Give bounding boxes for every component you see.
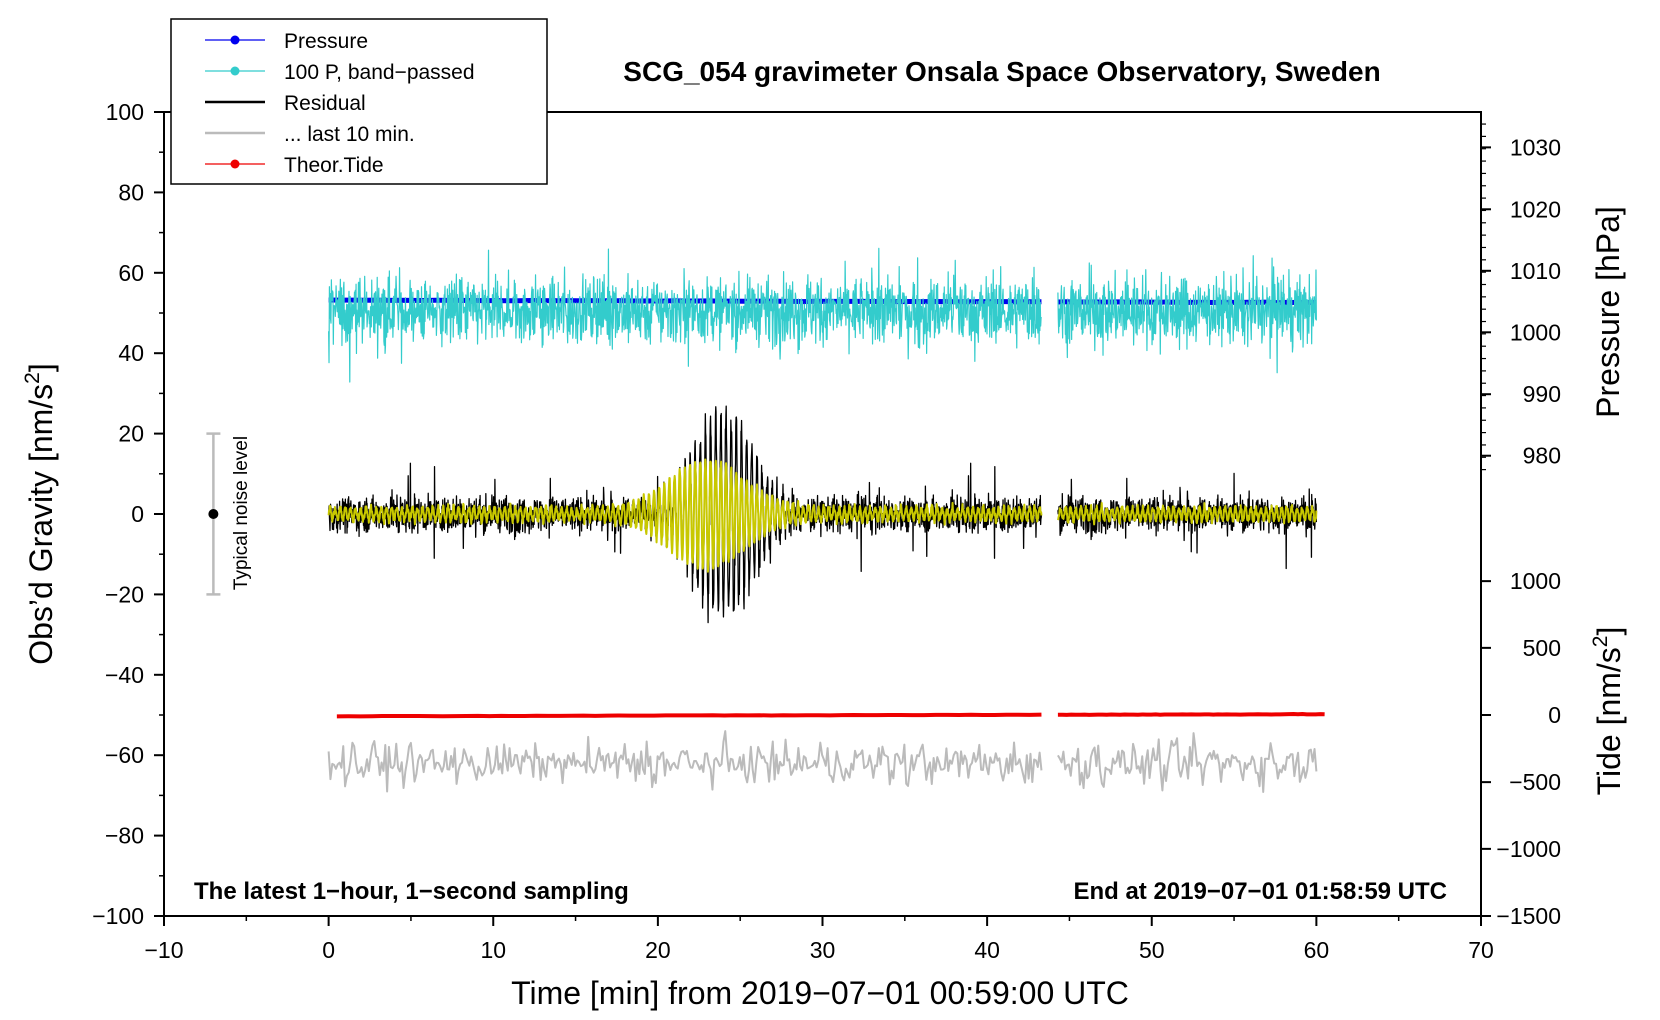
y-tick-label-left: 40 [118,340,144,366]
y-tick-label-tide: −1500 [1496,903,1561,929]
chart-title: SCG_054 gravimeter Onsala Space Observat… [623,56,1380,87]
y-tick-label-left: 0 [131,501,144,527]
legend-marker [230,66,240,76]
series-line [327,458,1043,573]
y-tick-label-pressure: 1010 [1510,258,1561,284]
y-tick-label-pressure: 980 [1523,443,1561,469]
legend-label: Pressure [284,30,368,53]
x-tick-label: 70 [1468,937,1494,963]
note-right: End at 2019−07−01 01:58:59 UTC [1073,878,1447,905]
x-tick-label: 0 [322,937,335,963]
y-tick-label-left: −80 [105,823,144,849]
y-tick-label-pressure: 990 [1523,381,1561,407]
axes-layer: −10 0 10 20 30 40 50 60 70100806040200−20−40−60−… [92,99,1561,963]
y-tick-label-left: 80 [118,179,144,205]
y-tick-label-left: 60 [118,260,144,286]
y-tick-label-left: −40 [105,662,144,688]
series-theor-tide [336,711,1325,719]
legend-label: Residual [284,92,366,115]
note-left: The latest 1−hour, 1−second sampling [194,878,629,905]
y-tick-label-left: 20 [118,421,144,447]
y-tick-label-left: −20 [105,581,144,607]
y-tick-label-tide: 1000 [1510,568,1561,594]
text-layer: SCG_054 gravimeter Onsala Space Observat… [21,56,1627,1011]
legend-label: 100 P, band−passed [284,61,475,84]
legend-label: ... last 10 min. [284,123,415,146]
y-tick-label-left: −100 [92,903,144,929]
series-line [336,712,1042,719]
y-tick-label-left: −60 [105,742,144,768]
y-tick-label-left: 100 [106,99,144,125]
series-line [328,247,1043,383]
legend-marker [230,35,240,45]
series-line [327,405,1043,624]
series-100-p-band-passed [328,247,1317,383]
series-line [1056,501,1318,526]
series-filtered-residual [327,458,1318,573]
y-tick-label-tide: 500 [1523,635,1561,661]
y-axis-title-left: Obs’d Gravity [nm/s2] [21,363,59,665]
series-line [1057,255,1317,374]
legend: Pressure 100 P, band−passed Residual ... la… [170,18,548,185]
x-tick-label: 50 [1139,937,1165,963]
y-tick-label-pressure: 1030 [1510,134,1561,160]
y-axis-title-tide: Tide [nm/s2] [1589,627,1627,796]
series-line [327,730,1043,793]
x-tick-label: 40 [974,937,1000,963]
series--last-10-min- [327,730,1318,793]
noise-bar-center [208,509,219,519]
y-tick-label-pressure: 1020 [1510,196,1561,222]
x-tick-label: 30 [810,937,836,963]
x-tick-label: 10 [480,937,506,963]
y-tick-label-tide: −1000 [1496,836,1561,862]
x-axis-title: Time [min] from 2019−07−01 00:59:00 UTC [511,975,1129,1011]
x-tick-label: 20 [645,937,671,963]
y-tick-label-pressure: 1000 [1510,319,1561,345]
series-line [1057,711,1325,717]
noise-level-label: Typical noise level [231,436,252,590]
legend-marker [230,159,240,169]
x-tick-label: −10 [144,937,183,963]
series-layer [206,247,1325,793]
series-line [1057,732,1318,793]
y-tick-label-tide: −500 [1509,769,1561,795]
y-axis-title-pressure: Pressure [hPa] [1590,206,1626,418]
x-tick-label: 60 [1304,937,1330,963]
y-tick-label-tide: 0 [1548,702,1561,728]
legend-label: Theor.Tide [284,154,384,177]
